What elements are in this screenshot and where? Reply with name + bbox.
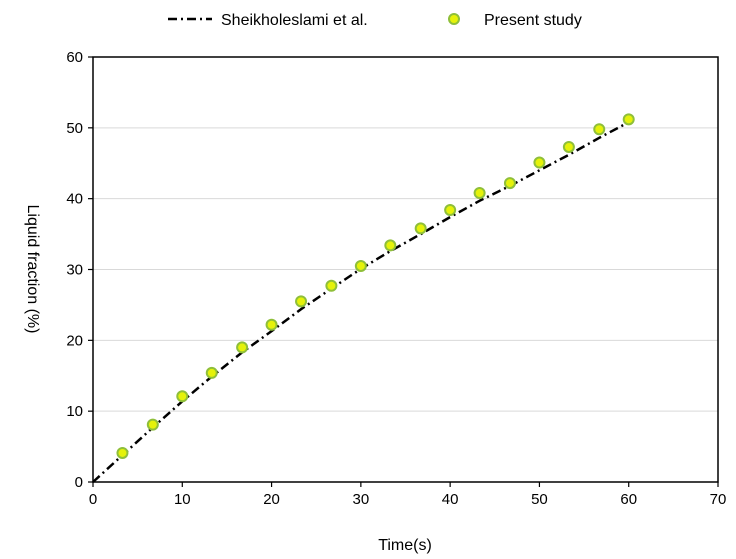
data-point-present-study bbox=[473, 187, 486, 199]
x-axis-title: Time(s) bbox=[378, 537, 432, 554]
y-axis: 0 10 20 30 40 50 60 bbox=[66, 49, 93, 491]
legend-label-present-study: Present study bbox=[484, 12, 582, 29]
data-point-present-study bbox=[503, 177, 516, 190]
x-tick-label: 50 bbox=[531, 491, 548, 508]
y-tick-label: 30 bbox=[66, 262, 83, 279]
y-axis-title: Liquid fraction (%) bbox=[24, 205, 41, 334]
data-point-present-study bbox=[622, 113, 635, 126]
legend: Sheikholeslami et al. Present study bbox=[168, 12, 582, 29]
x-tick-label: 70 bbox=[710, 491, 727, 508]
data-point-present-study bbox=[146, 418, 159, 431]
legend-label-sheikholeslami: Sheikholeslami et al. bbox=[221, 12, 368, 29]
data-point-present-study bbox=[325, 279, 338, 292]
y-tick-label: 0 bbox=[75, 474, 83, 491]
data-point-present-study bbox=[265, 318, 278, 331]
y-tick-label: 20 bbox=[66, 332, 83, 349]
x-tick-label: 30 bbox=[353, 491, 370, 508]
x-tick-label: 40 bbox=[442, 491, 459, 508]
data-point-present-study bbox=[414, 222, 427, 235]
series-line-sheikholeslami bbox=[92, 121, 630, 483]
data-point-present-study bbox=[562, 140, 575, 153]
y-tick-label: 50 bbox=[66, 120, 83, 137]
data-point-present-study bbox=[533, 156, 546, 169]
y-tick-label: 60 bbox=[66, 49, 83, 66]
x-tick-label: 20 bbox=[263, 491, 280, 508]
series-markers bbox=[116, 113, 635, 459]
x-axis: 0 10 20 30 40 50 60 70 bbox=[89, 482, 727, 508]
y-tick-label: 10 bbox=[66, 403, 83, 420]
y-tick-label: 40 bbox=[66, 191, 83, 208]
x-tick-label: 10 bbox=[174, 491, 191, 508]
data-point-present-study bbox=[176, 390, 189, 403]
data-point-present-study bbox=[384, 239, 397, 252]
series-lines bbox=[92, 121, 630, 483]
data-point-present-study bbox=[593, 123, 606, 136]
legend-marker-present-study bbox=[448, 13, 460, 25]
data-point-present-study bbox=[295, 295, 308, 308]
data-point-present-study bbox=[236, 341, 249, 354]
gridlines bbox=[93, 127, 718, 412]
x-tick-label: 60 bbox=[620, 491, 637, 508]
data-point-present-study bbox=[444, 204, 457, 216]
x-tick-label: 0 bbox=[89, 491, 97, 508]
data-point-present-study bbox=[116, 446, 129, 459]
data-point-present-study bbox=[354, 259, 367, 272]
data-point-present-study bbox=[205, 366, 218, 379]
